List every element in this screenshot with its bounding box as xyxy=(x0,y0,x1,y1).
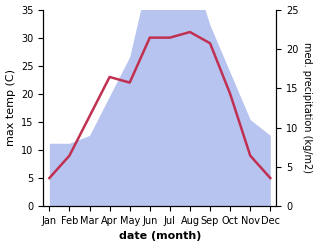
Y-axis label: med. precipitation (kg/m2): med. precipitation (kg/m2) xyxy=(302,42,313,173)
X-axis label: date (month): date (month) xyxy=(119,231,201,242)
Y-axis label: max temp (C): max temp (C) xyxy=(5,69,16,146)
